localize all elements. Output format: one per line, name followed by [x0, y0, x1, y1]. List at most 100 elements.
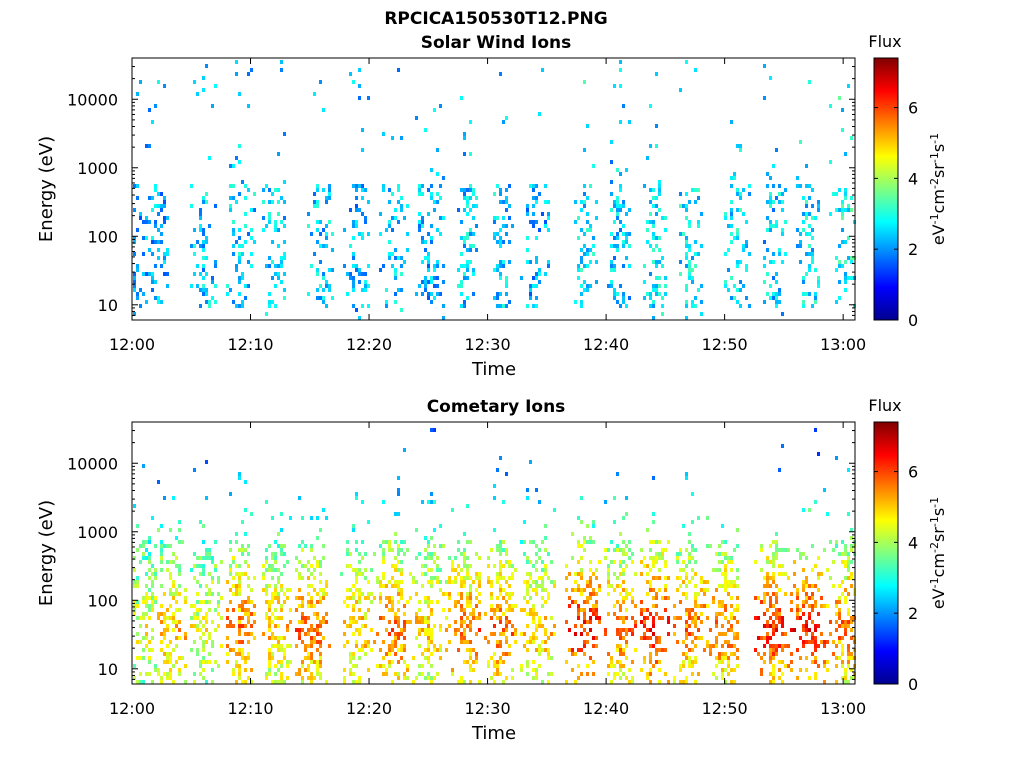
spectrogram-cell	[247, 676, 250, 680]
spectrogram-cell	[652, 588, 655, 592]
spectrogram-cell	[745, 220, 748, 224]
spectrogram-cell	[145, 556, 148, 560]
spectrogram-cell	[622, 516, 625, 520]
spectrogram-cell	[796, 596, 799, 600]
spectrogram-cell	[811, 636, 814, 640]
spectrogram-cell	[397, 672, 400, 676]
spectrogram-cell	[238, 672, 241, 676]
spectrogram-cell	[727, 584, 730, 588]
spectrogram-cell	[166, 608, 169, 612]
spectrogram-cell	[133, 288, 136, 292]
spectrogram-cell	[694, 548, 697, 552]
spectrogram-cell	[622, 560, 625, 564]
spectrogram-cell	[382, 188, 385, 192]
spectrogram-cell	[769, 224, 772, 228]
spectrogram-cell	[652, 196, 655, 200]
spectrogram-cell	[319, 232, 322, 236]
spectrogram-cell	[763, 660, 766, 664]
spectrogram-cell	[493, 632, 496, 636]
spectrogram-cell	[277, 580, 280, 584]
spectrogram-cell	[802, 304, 805, 308]
spectrogram-cell	[454, 568, 457, 572]
spectrogram-cell	[811, 248, 814, 252]
spectrogram-cell	[286, 588, 289, 592]
spectrogram-cell	[724, 608, 727, 612]
spectrogram-cell	[844, 272, 847, 276]
spectrogram-cell	[472, 660, 475, 664]
spectrogram-cell	[397, 620, 400, 624]
spectrogram-cell	[475, 576, 478, 580]
spectrogram-cell	[841, 580, 844, 584]
spectrogram-cell	[433, 284, 436, 288]
spectrogram-cell	[628, 628, 631, 632]
spectrogram-cell	[523, 608, 526, 612]
spectrogram-cell	[475, 572, 478, 576]
spectrogram-cell	[505, 636, 508, 640]
spectrogram-cell	[427, 552, 430, 556]
spectrogram-cell	[505, 620, 508, 624]
spectrogram-cell	[661, 304, 664, 308]
spectrogram-cell	[301, 548, 304, 552]
spectrogram-cell	[472, 668, 475, 672]
spectrogram-cell	[376, 632, 379, 636]
spectrogram-cell	[826, 604, 829, 608]
spectrogram-cell	[427, 600, 430, 604]
spectrogram-cell	[529, 576, 532, 580]
spectrogram-cell	[430, 276, 433, 280]
spectrogram-cell	[151, 600, 154, 604]
spectrogram-cell	[655, 556, 658, 560]
spectrogram-cell	[781, 660, 784, 664]
spectrogram-cell	[358, 676, 361, 680]
spectrogram-cell	[178, 528, 181, 532]
spectrogram-cell	[733, 296, 736, 300]
spectrogram-cell	[436, 568, 439, 572]
spectrogram-cell	[478, 616, 481, 620]
spectrogram-cell	[388, 548, 391, 552]
spectrogram-cell	[430, 236, 433, 240]
spectrogram-cell	[850, 136, 853, 140]
spectrogram-cell	[301, 576, 304, 580]
spectrogram-cell	[469, 584, 472, 588]
spectrogram-cell	[625, 552, 628, 556]
spectrogram-cell	[229, 572, 232, 576]
spectrogram-cell	[499, 272, 502, 276]
spectrogram-cell	[151, 564, 154, 568]
spectrogram-cell	[763, 612, 766, 616]
spectrogram-cell	[454, 576, 457, 580]
spectrogram-cell	[628, 680, 631, 684]
spectrogram-cell	[850, 528, 853, 532]
spectrogram-cell	[598, 588, 601, 592]
spectrogram-cell	[172, 496, 175, 500]
spectrogram-cell	[208, 592, 211, 596]
spectrogram-cell	[166, 652, 169, 656]
spectrogram-cell	[586, 284, 589, 288]
spectrogram-cell	[463, 636, 466, 640]
spectrogram-cell	[436, 564, 439, 568]
spectrogram-cell	[547, 592, 550, 596]
spectrogram-cell	[688, 244, 691, 248]
spectrogram-cell	[274, 588, 277, 592]
spectrogram-cell	[319, 644, 322, 648]
spectrogram-cell	[814, 584, 817, 588]
spectrogram-cell	[790, 652, 793, 656]
spectrogram-cell	[571, 648, 574, 652]
spectrogram-cell	[358, 680, 361, 684]
spectrogram-cell	[805, 580, 808, 584]
spectrogram-cell	[406, 620, 409, 624]
spectrogram-cell	[541, 604, 544, 608]
spectrogram-cell	[388, 188, 391, 192]
x-tick-label: 12:20	[346, 335, 392, 354]
spectrogram-cell	[160, 556, 163, 560]
spectrogram-cell	[736, 188, 739, 192]
spectrogram-cell	[439, 292, 442, 296]
spectrogram-cell	[151, 680, 154, 684]
spectrogram-cell	[682, 580, 685, 584]
spectrogram-cell	[619, 60, 622, 64]
spectrogram-cell	[673, 676, 676, 680]
spectrogram-cell	[400, 560, 403, 564]
spectrogram-cell	[235, 72, 238, 76]
spectrogram-cell	[331, 296, 334, 300]
y-tick-label: 1000	[77, 523, 118, 542]
spectrogram-cell	[577, 588, 580, 592]
spectrogram-cell	[616, 628, 619, 632]
